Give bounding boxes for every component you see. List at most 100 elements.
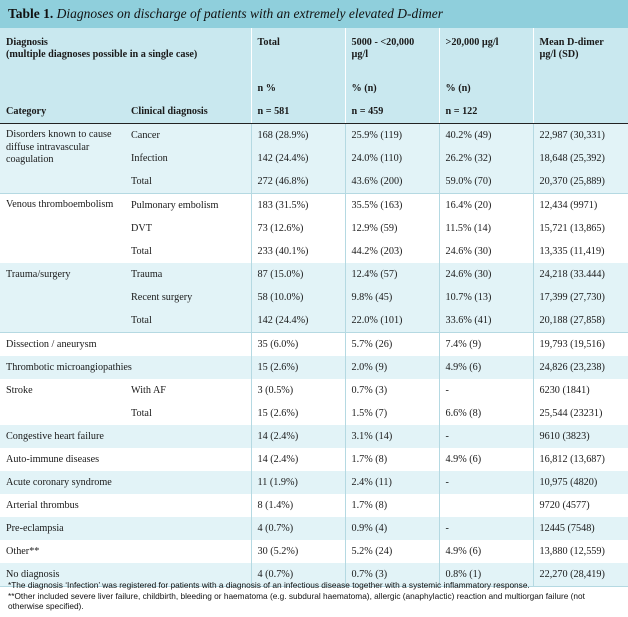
row-high: 24.6% (30) — [438, 240, 534, 263]
row-high — [438, 494, 534, 517]
row-total: 30 (5.2%) — [250, 540, 346, 563]
table-row: No diagnosis 4 (0.7%) 0.7% (3) 0.8% (1) … — [0, 563, 628, 587]
row-high: 59.0% (70) — [438, 170, 534, 194]
row-clinical: Total — [125, 170, 252, 194]
table-title-bar: Table 1. Diagnoses on discharge of patie… — [0, 0, 628, 28]
row-category: Congestive heart failure — [0, 425, 252, 448]
row-total: 14 (2.4%) — [250, 448, 346, 471]
row-low: 1.7% (8) — [344, 448, 440, 471]
row-high: - — [438, 379, 534, 402]
mean-header: Mean D-dimer µg/l (SD) — [532, 28, 628, 77]
diagnosis-header: Diagnosis (multiple diagnoses possible i… — [0, 28, 252, 77]
footnote-other: **Other included severe liver failure, c… — [8, 590, 585, 612]
row-mean: 25,544 (23231) — [532, 402, 628, 425]
table-title: Table 1. Diagnoses on discharge of patie… — [8, 6, 443, 22]
row-high: 10.7% (13) — [438, 286, 534, 309]
row-total: 87 (15.0%) — [250, 263, 346, 286]
row-low: 12.4% (57) — [344, 263, 440, 286]
row-mean: 10,975 (4820) — [532, 471, 628, 494]
row-high: - — [438, 517, 534, 540]
footnotes: *The diagnosis ‘Infection’ was registere… — [8, 580, 620, 612]
row-mean: 22,270 (28,419) — [532, 563, 628, 587]
table-row: Total 272 (46.8%) 43.6% (200) 59.0% (70)… — [0, 170, 628, 194]
row-high: 6.6% (8) — [438, 402, 534, 425]
row-low: 24.0% (110) — [344, 147, 440, 170]
row-category: Trauma/surgery — [0, 263, 125, 333]
footnote-infection: *The diagnosis ‘Infection’ was registere… — [8, 580, 530, 590]
row-mean: 6230 (1841) — [532, 379, 628, 402]
row-clinical: Trauma — [125, 263, 252, 286]
row-high: 0.8% (1) — [438, 563, 534, 587]
row-total: 4 (0.7%) — [250, 517, 346, 540]
n-low: n = 459 — [344, 100, 440, 124]
row-low: 3.1% (14) — [344, 425, 440, 448]
row-category: Stroke — [6, 385, 33, 396]
row-clinical: DVT — [131, 223, 152, 234]
unit-total: n % — [250, 77, 346, 100]
header-blank — [0, 77, 252, 100]
row-mean: 12,434 (9971) — [532, 193, 628, 217]
table-row: Thrombotic microangiopathies 15 (2.6%) 2… — [0, 356, 628, 379]
row-clinical: Total — [131, 408, 152, 419]
high-range-header: >20,000 µg/l — [438, 28, 534, 77]
row-total: 183 (31.5%) — [250, 193, 346, 217]
row-low: 22.0% (101) — [344, 309, 440, 333]
table-row: Stroke With AF 3 (0.5%) 0.7% (3) - 6230 … — [0, 379, 628, 402]
n-high: n = 122 — [438, 100, 534, 124]
row-high: 7.4% (9) — [438, 332, 534, 356]
row-total: 142 (24.4%) — [250, 309, 346, 333]
n-mean-blank — [532, 100, 628, 124]
table-row: Venous thromboembolism Pulmonary embolis… — [0, 193, 628, 263]
clinical-header: Clinical diagnosis — [125, 100, 252, 124]
row-clinical: Recent surgery — [125, 286, 252, 309]
row-total: 73 (12.6%) — [250, 217, 346, 240]
row-low: 43.6% (200) — [344, 170, 440, 194]
row-low: 5.7% (26) — [344, 332, 440, 356]
row-high: 26.2% (32) — [438, 147, 534, 170]
row-mean: 12445 (7548) — [532, 517, 628, 540]
table-row: Total 233 (40.1%) 44.2% (203) 24.6% (30)… — [0, 240, 628, 263]
row-total: 3 (0.5%) — [250, 379, 346, 402]
table-row: Auto-immune diseases 14 (2.4%) 1.7% (8) … — [0, 448, 628, 471]
row-mean: 13,880 (12,559) — [532, 540, 628, 563]
row-mean: 17,399 (27,730) — [532, 286, 628, 309]
row-mean: 16,812 (13,687) — [532, 448, 628, 471]
row-low: 1.7% (8) — [344, 494, 440, 517]
row-high: 40.2% (49) — [438, 123, 534, 147]
row-category: Other** — [6, 546, 40, 557]
table-row: Trauma/surgery Trauma 87 (15.0%) 12.4% (… — [0, 263, 628, 333]
row-low: 5.2% (24) — [344, 540, 440, 563]
row-total: 8 (1.4%) — [250, 494, 346, 517]
total-header: Total — [250, 28, 346, 77]
low-range-header: 5000 - <20,000 µg/l — [344, 28, 440, 77]
row-high: 33.6% (41) — [438, 309, 534, 333]
row-low: 12.9% (59) — [344, 217, 440, 240]
row-total: 15 (2.6%) — [250, 356, 346, 379]
category-header: Category — [0, 100, 125, 124]
table-row: Other** 30 (5.2%) 5.2% (24) 4.9% (6) 13,… — [0, 540, 628, 563]
row-high: 24.6% (30) — [438, 263, 534, 286]
row-category: No diagnosis — [0, 563, 252, 587]
row-low: 2.0% (9) — [344, 356, 440, 379]
row-low: 0.9% (4) — [344, 517, 440, 540]
row-total: 11 (1.9%) — [250, 471, 346, 494]
row-mean: 19,793 (19,516) — [532, 332, 628, 356]
table-row: Pre-eclampsia 4 (0.7%) 0.9% (4) - 12445 … — [0, 517, 628, 540]
row-clinical: Infection — [125, 147, 252, 170]
row-total: 142 (24.4%) — [250, 147, 346, 170]
row-high: - — [438, 425, 534, 448]
table-caption: Diagnoses on discharge of patients with … — [56, 6, 443, 21]
table-row: DVT 73 (12.6%) 12.9% (59) 11.5% (14) 15,… — [0, 217, 628, 240]
row-category: Venous thromboembolism — [0, 193, 125, 263]
n-total: n = 581 — [250, 100, 346, 124]
row-clinical: Pulmonary embolism — [125, 193, 252, 217]
row-clinical: With AF — [131, 385, 166, 396]
row-category: Acute coronary syndrome — [0, 471, 252, 494]
row-mean: 22,987 (30,331) — [532, 123, 628, 147]
table-row: Infection 142 (24.4%) 24.0% (110) 26.2% … — [0, 147, 628, 170]
row-category: Auto-immune diseases — [6, 454, 100, 465]
table-row: Recent surgery 58 (10.0%) 9.8% (45) 10.7… — [0, 286, 628, 309]
row-total: 168 (28.9%) — [250, 123, 346, 147]
row-total: 58 (10.0%) — [250, 286, 346, 309]
diagnosis-note: (multiple diagnoses possible in a single… — [6, 49, 198, 60]
